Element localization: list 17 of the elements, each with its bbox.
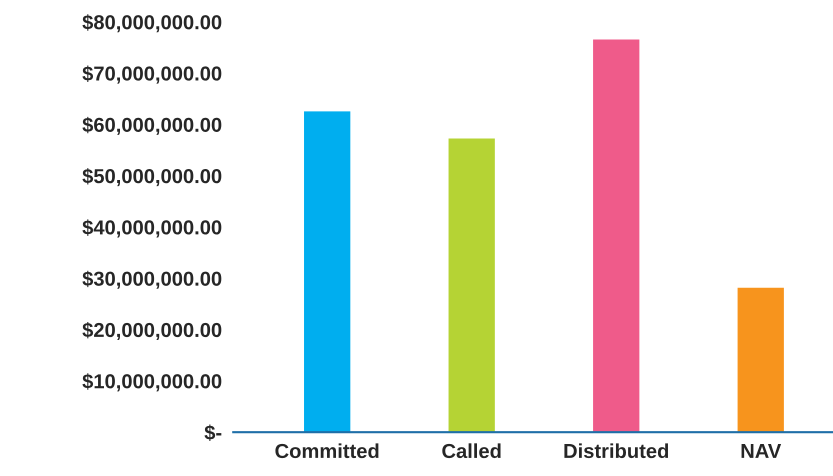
x-tick-label: Called xyxy=(442,443,501,458)
y-tick-label: $- xyxy=(204,424,222,441)
y-tick-label: $40,000,000.00 xyxy=(82,219,222,238)
y-tick-label: $50,000,000.00 xyxy=(82,168,222,186)
x-tick-label: NAV xyxy=(742,444,782,458)
bar xyxy=(447,137,496,432)
bar xyxy=(592,38,641,432)
x-tick-label: Distributed xyxy=(564,443,668,458)
y-tick-label: $60,000,000.00 xyxy=(82,116,222,135)
bar xyxy=(736,286,786,432)
bar xyxy=(302,110,352,432)
y-tick-label: $10,000,000.00 xyxy=(82,373,222,392)
y-tick-label: $20,000,000.00 xyxy=(82,322,222,340)
x-tick-label: Committed xyxy=(275,443,378,458)
y-tick-label: $70,000,000.00 xyxy=(82,66,222,84)
y-tick-label: $80,000,000.00 xyxy=(82,14,222,32)
y-tick-label: $30,000,000.00 xyxy=(82,270,222,289)
